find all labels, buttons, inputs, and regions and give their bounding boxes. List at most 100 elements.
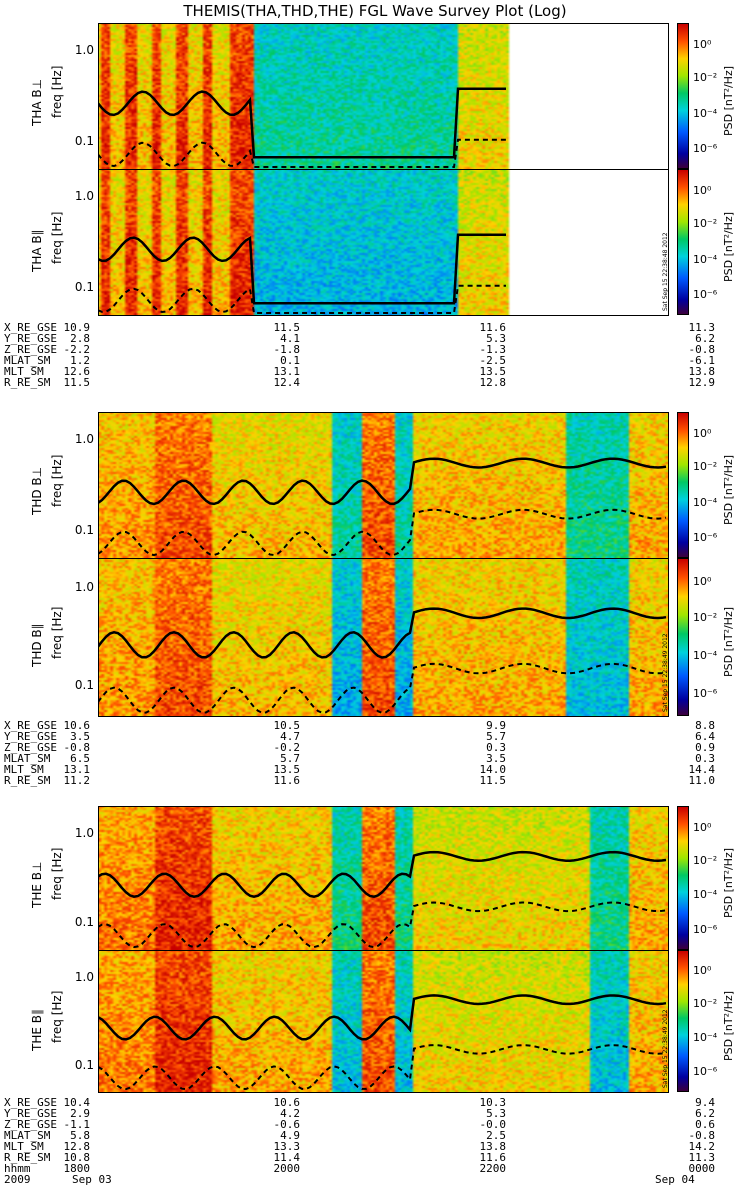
ephemeris-value: 1.2 [70, 354, 90, 367]
colorbar-tick-label: 10⁻⁶ [693, 530, 718, 544]
date-start-label: Sep 03 [72, 1173, 112, 1186]
ephemeris-row-label: R_RE_SM [4, 376, 51, 389]
cyclotron-frequency-lines [98, 87, 506, 168]
ephemeris-value: 8.8 [695, 719, 715, 732]
ephemeris-row-label: MLT_SM [4, 763, 44, 776]
spectrogram-panel-6 [98, 950, 668, 1092]
date-end-label: Sep 04 [655, 1173, 695, 1186]
ephemeris-value: 12.4 [273, 376, 301, 389]
panel-frame [98, 806, 669, 951]
colorbar-tick-label: 10⁰ [693, 37, 712, 51]
ephemeris-value: 11.6 [273, 774, 301, 787]
ephemeris-value: 10.3 [479, 1096, 507, 1109]
colorbar-tick-label: 10⁻² [693, 853, 718, 867]
ephemeris-value: 5.7 [280, 752, 300, 765]
ephemeris-value: 4.2 [280, 1107, 300, 1120]
colorbar-label: PSD [nT²/Hz] [722, 990, 735, 1061]
ephemeris-value: 5.3 [486, 1107, 506, 1120]
ephemeris-value: -0.6 [273, 1118, 301, 1131]
colorbar-tick-label: 10⁻⁴ [693, 252, 718, 266]
ephemeris-value: 2.8 [70, 332, 90, 345]
ephemeris-value: -2.5 [479, 354, 507, 367]
ephemeris-value: 13.8 [688, 365, 716, 378]
colorbar-tick-label: 10⁻² [693, 217, 718, 231]
ephemeris-value: -0.8 [688, 343, 716, 356]
fce-solid-line [98, 607, 667, 659]
ephemeris-value: 11.0 [688, 774, 716, 787]
ephemeris-value: 11.5 [63, 376, 91, 389]
y-tick-label: 0.1 [74, 1057, 94, 1072]
panel-label: THD B∥ [30, 623, 44, 667]
ephemeris-value: 12.8 [479, 376, 507, 389]
ephemeris-value: 10.6 [63, 719, 91, 732]
ephemeris-value: 4.7 [280, 730, 300, 743]
cyclotron-frequency-lines [98, 457, 667, 557]
colorbar [677, 950, 689, 1092]
colorbar-tick-label: 10⁻⁶ [693, 686, 718, 700]
fce-solid-line [98, 994, 667, 1041]
colorbar-tick-label: 10⁻⁶ [693, 1065, 718, 1079]
ephemeris-value: 11.6 [479, 1151, 507, 1164]
ephemeris-value: 11.6 [479, 321, 507, 334]
colorbar [677, 23, 689, 169]
ephemeris-row-label: R_RE_SM [4, 774, 51, 787]
spectrogram-panel-1 [98, 23, 668, 169]
ephemeris-value: 2.5 [486, 1129, 506, 1142]
ephemeris-value: 13.5 [273, 763, 301, 776]
ephemeris-value: -0.8 [688, 1129, 716, 1142]
colorbar [677, 558, 689, 716]
ephemeris-row-label: Y_RE_GSE [4, 332, 57, 345]
colorbar-label: PSD [nT²/Hz] [722, 211, 735, 282]
ephemeris-value: -2.2 [63, 343, 91, 356]
panel-label: THA B∥ [30, 229, 44, 272]
ephemeris-value: 3.5 [70, 730, 90, 743]
ephemeris-value: 10.5 [273, 719, 301, 732]
colorbar-tick-label: 10⁻² [693, 611, 718, 625]
colorbar-tick-label: 10⁻⁴ [693, 495, 718, 509]
ephemeris-value: 10.6 [273, 1096, 301, 1109]
ephemeris-row-label: R_RE_SM [4, 1151, 51, 1164]
ephemeris-value: 1800 [63, 1162, 91, 1175]
ephemeris-value: 0.3 [486, 741, 506, 754]
fce-dashed-line [98, 901, 667, 949]
ephemeris-value: 11.4 [273, 1151, 301, 1164]
y-tick-label: 1.0 [74, 969, 94, 984]
spectrogram-panel-4 [98, 558, 668, 716]
y-axis-label: freq [Hz] [50, 990, 64, 1043]
ephemeris-value: 0000 [688, 1162, 716, 1175]
fce-solid-line [98, 850, 667, 898]
colorbar-tick-label: 10⁻⁴ [693, 648, 718, 662]
panel-frame [98, 558, 669, 717]
ephemeris-value: 6.2 [695, 332, 715, 345]
colorbar-tick-label: 10⁻² [693, 460, 718, 474]
spectrogram-panel-2 [98, 169, 668, 315]
colorbar-tick-label: 10⁻⁶ [693, 287, 718, 301]
spectrogram-image [98, 806, 668, 950]
ephemeris-value: 13.3 [273, 1140, 301, 1153]
ephemeris-value: -6.1 [688, 354, 716, 367]
ephemeris-row-label: X_RE_GSE [4, 1096, 57, 1109]
ephemeris-row-label: hhmm [4, 1162, 31, 1175]
ephemeris-value: 14.0 [479, 763, 507, 776]
fce-solid-line [98, 233, 506, 305]
colorbar-tick-label: 10⁻² [693, 71, 718, 85]
ephemeris-value: 5.8 [70, 1129, 90, 1142]
ephemeris-row-label: MLT_SM [4, 1140, 44, 1153]
panel-frame [98, 169, 669, 316]
ephemeris-value: 11.3 [688, 1151, 716, 1164]
colorbar-tick-label: 10⁰ [693, 183, 712, 197]
ephemeris-value: 4.1 [280, 332, 300, 345]
ephemeris-value: 13.5 [479, 365, 507, 378]
colorbar-tick-label: 10⁻⁴ [693, 888, 718, 902]
ephemeris-value: 11.5 [479, 774, 507, 787]
ephemeris-value: 9.4 [695, 1096, 715, 1109]
ephemeris-value: 12.8 [63, 1140, 91, 1153]
ephemeris-row-label: X_RE_GSE [4, 719, 57, 732]
ephemeris-row-label: Z_RE_GSE [4, 741, 57, 754]
ephemeris-value: -0.2 [273, 741, 301, 754]
cyclotron-frequency-lines [98, 233, 506, 314]
ephemeris-value: 0.9 [695, 741, 715, 754]
ephemeris-value: 3.5 [486, 752, 506, 765]
spectrogram-image [98, 558, 668, 716]
panel-label: THE B∥ [30, 1009, 44, 1051]
